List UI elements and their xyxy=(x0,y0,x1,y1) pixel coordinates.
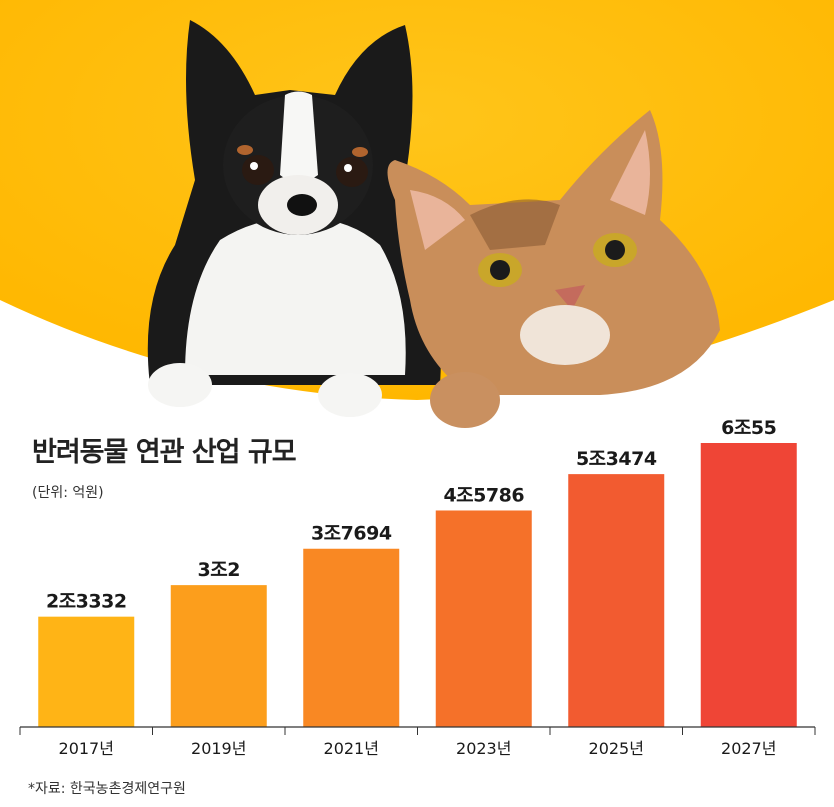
chihuahua-dog-icon xyxy=(147,20,441,417)
source-note: *자료: 한국농촌경제연구원 xyxy=(28,781,186,797)
value-label-4: 4조5786 xyxy=(443,484,524,506)
tabby-cat-icon xyxy=(387,110,720,428)
category-label-4: 2023년 xyxy=(456,739,511,758)
value-label-6: 6조55 xyxy=(721,417,776,439)
category-label-1: 2017년 xyxy=(59,739,114,758)
bar-4 xyxy=(435,510,532,727)
bar-1 xyxy=(38,616,135,727)
bars-layer xyxy=(38,443,797,727)
value-label-3: 3조7694 xyxy=(311,523,392,545)
bar-6 xyxy=(700,443,797,727)
x-axis-ticks xyxy=(19,727,816,735)
value-label-2: 3조2 xyxy=(198,559,240,581)
pets-illustration xyxy=(147,20,720,428)
category-label-3: 2021년 xyxy=(324,739,379,758)
category-label-2: 2019년 xyxy=(191,739,246,758)
value-labels-layer: 2조3332 3조2 3조7694 4조5786 5조3474 6조55 xyxy=(46,417,777,613)
bar-5 xyxy=(568,474,665,727)
bar-2 xyxy=(170,585,267,727)
bar-3 xyxy=(303,548,400,727)
category-label-6: 2027년 xyxy=(721,739,776,758)
unit-label: (단위: 억원) xyxy=(32,485,104,501)
category-labels-layer: 2017년 2019년 2021년 2023년 2025년 2027년 xyxy=(59,739,777,758)
category-label-5: 2025년 xyxy=(589,739,644,758)
value-label-5: 5조3474 xyxy=(576,448,657,470)
value-label-1: 2조3332 xyxy=(46,591,127,613)
chart-title: 반려동물 연관 산업 규모 xyxy=(32,437,297,468)
